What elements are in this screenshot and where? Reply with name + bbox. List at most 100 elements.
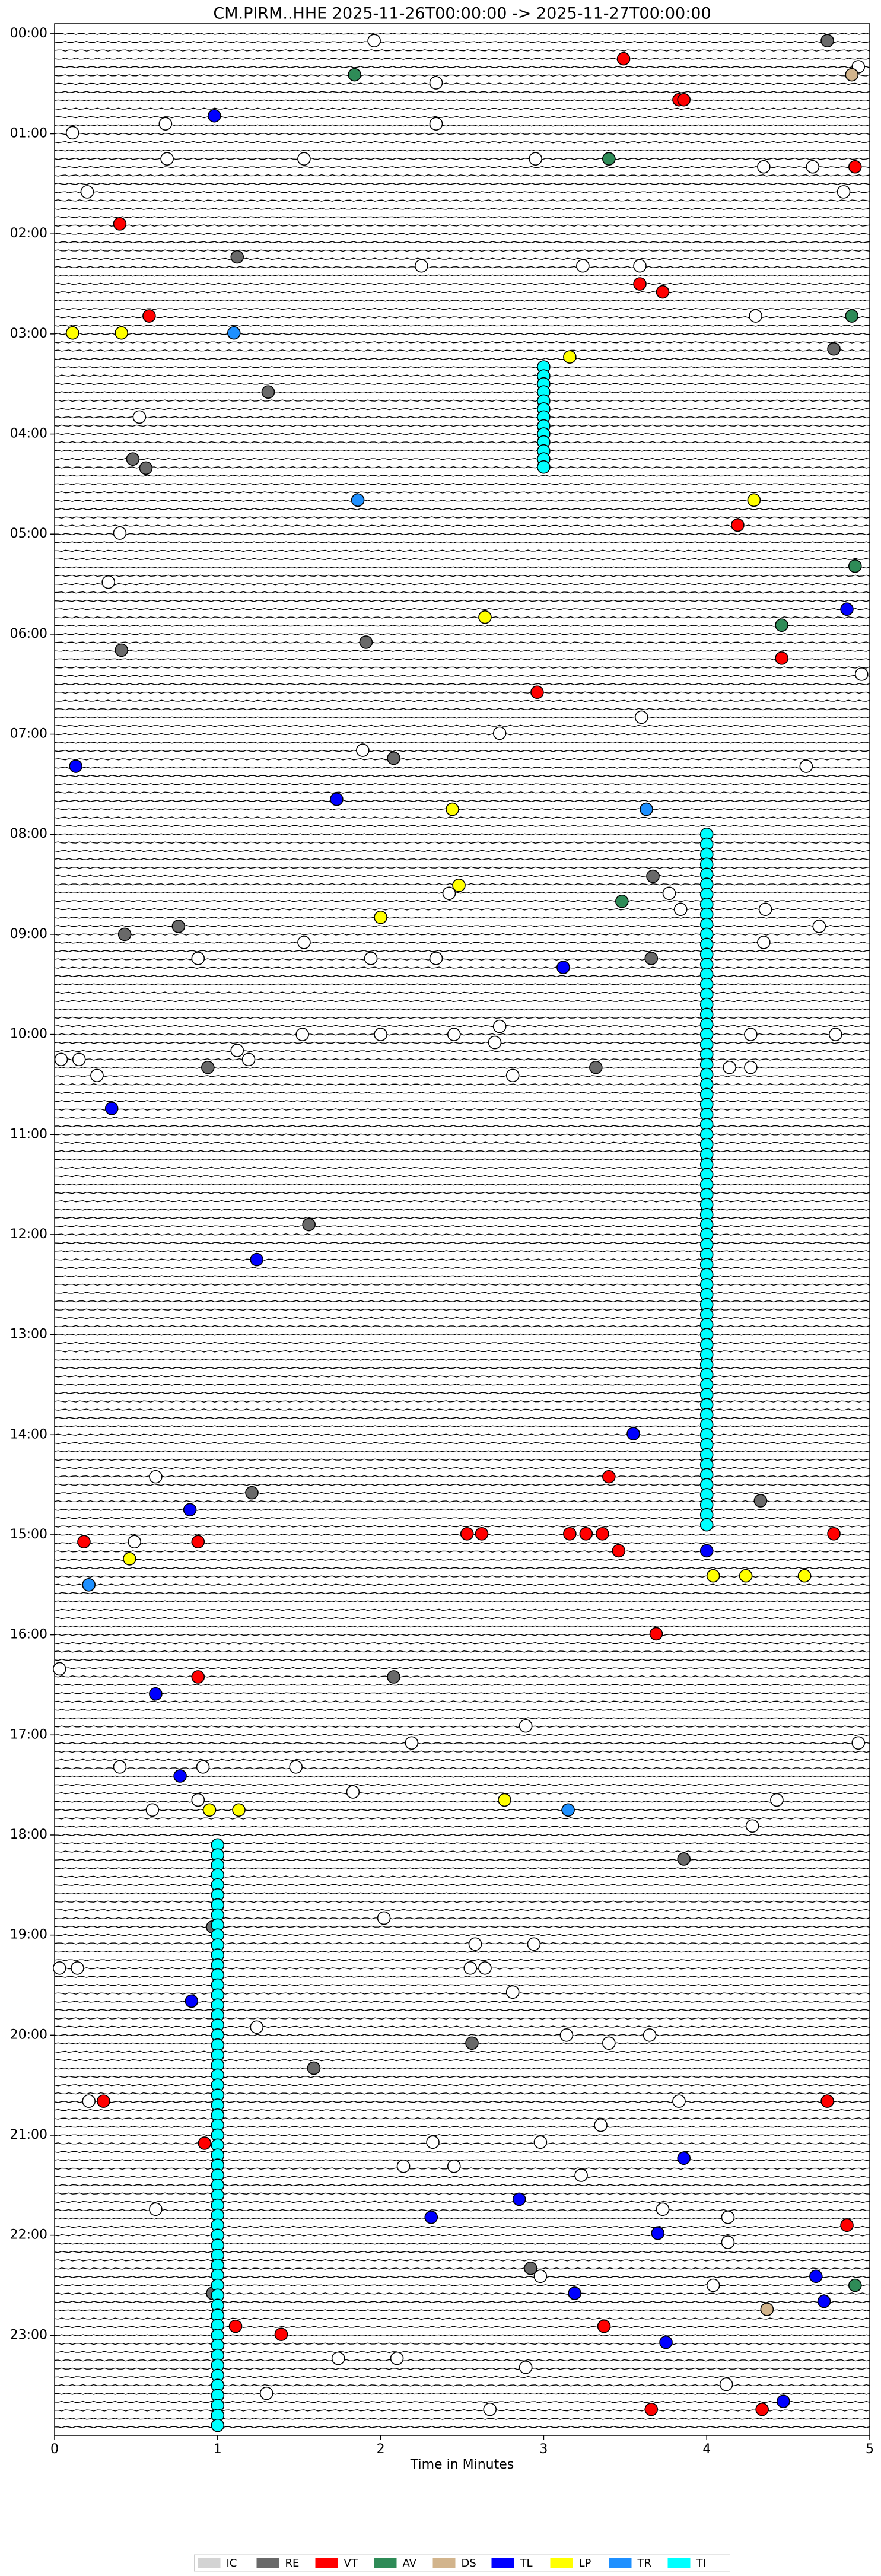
trace	[54, 1950, 870, 1953]
event-marker	[616, 52, 631, 66]
event-marker	[302, 1217, 316, 1232]
trace	[54, 1933, 870, 1936]
trace	[54, 599, 870, 602]
event-marker	[72, 1052, 86, 1067]
event-marker	[227, 326, 241, 340]
event-marker	[185, 1994, 199, 2008]
event-marker	[468, 1937, 482, 1951]
trace	[54, 316, 870, 319]
event-marker	[230, 1044, 244, 1057]
event-marker	[505, 1985, 520, 1999]
event-marker	[149, 1687, 163, 1701]
event-marker	[149, 2202, 163, 2216]
event-marker	[677, 2151, 691, 2165]
trace	[54, 1800, 870, 1803]
trace	[54, 874, 870, 877]
trace	[54, 224, 870, 227]
trace	[54, 474, 870, 477]
event-marker	[745, 1819, 759, 1833]
trace	[54, 349, 870, 352]
event-marker	[721, 2235, 735, 2249]
trace	[54, 82, 870, 85]
event-marker	[633, 277, 647, 291]
event-marker	[596, 1526, 609, 1541]
event-marker	[533, 2269, 548, 2284]
event-marker	[556, 961, 570, 974]
event-marker	[113, 217, 127, 231]
legend-label: DS	[462, 2557, 476, 2569]
event-marker	[597, 2319, 611, 2333]
trace	[54, 116, 870, 119]
event-marker	[568, 2286, 581, 2300]
event-marker	[602, 1470, 616, 1484]
trace	[54, 1633, 870, 1636]
legend-label: RE	[285, 2557, 300, 2569]
trace	[54, 1225, 870, 1227]
trace	[54, 2259, 870, 2262]
event-marker	[848, 160, 862, 174]
trace	[54, 1642, 870, 1645]
y-tick-label: 01:00	[10, 126, 47, 141]
event-marker	[442, 886, 456, 901]
trace	[54, 1267, 870, 1270]
trace	[54, 1350, 870, 1353]
event-marker	[757, 160, 771, 174]
legend-swatch	[667, 2558, 691, 2568]
trace	[54, 291, 870, 294]
trace	[54, 1491, 870, 1494]
trace	[54, 716, 870, 719]
legend-box	[194, 2554, 730, 2572]
event-marker	[387, 1670, 400, 1684]
trace	[54, 1442, 870, 1445]
trace	[54, 1942, 870, 1945]
trace	[54, 2284, 870, 2286]
trace	[54, 2042, 870, 2045]
trace	[54, 899, 870, 902]
trace	[54, 1075, 870, 1077]
event-marker	[173, 1769, 187, 1783]
event-marker	[806, 160, 820, 174]
event-marker	[837, 185, 851, 199]
trace	[54, 2426, 870, 2428]
event-marker	[191, 1535, 205, 1549]
event-marker	[797, 1569, 812, 1583]
y-tick-label: 14:00	[10, 1427, 47, 1442]
trace	[54, 457, 870, 460]
event-marker	[643, 2028, 657, 2042]
trace	[54, 1976, 870, 1978]
trace	[54, 1141, 870, 1144]
event-marker	[731, 518, 745, 532]
trace	[54, 574, 870, 577]
trace	[54, 1041, 870, 1044]
trace	[54, 1984, 870, 1986]
event-marker	[228, 2319, 243, 2333]
event-marker	[840, 602, 854, 616]
trace	[54, 1433, 870, 1436]
event-marker	[677, 93, 691, 107]
event-marker	[115, 326, 128, 340]
trace	[54, 2059, 870, 2062]
trace	[54, 432, 870, 435]
event-marker	[447, 2159, 461, 2173]
trace	[54, 608, 870, 610]
event-marker	[82, 1578, 96, 1592]
trace	[54, 724, 870, 727]
trace	[54, 91, 870, 94]
legend-swatch	[374, 2558, 397, 2568]
trace	[54, 1709, 870, 1711]
y-tick-label: 09:00	[10, 927, 47, 942]
event-marker	[346, 1785, 360, 1799]
trace	[54, 1025, 870, 1028]
trace	[54, 1425, 870, 1428]
event-marker	[128, 1535, 141, 1549]
trace	[54, 783, 870, 785]
event-marker	[356, 743, 370, 757]
trace	[54, 1958, 870, 1961]
legend-swatch	[256, 2558, 279, 2568]
trace	[54, 191, 870, 193]
trace	[54, 1033, 870, 1036]
trace	[54, 49, 870, 52]
trace	[54, 758, 870, 761]
trace	[54, 1559, 870, 1561]
trace	[54, 1475, 870, 1478]
